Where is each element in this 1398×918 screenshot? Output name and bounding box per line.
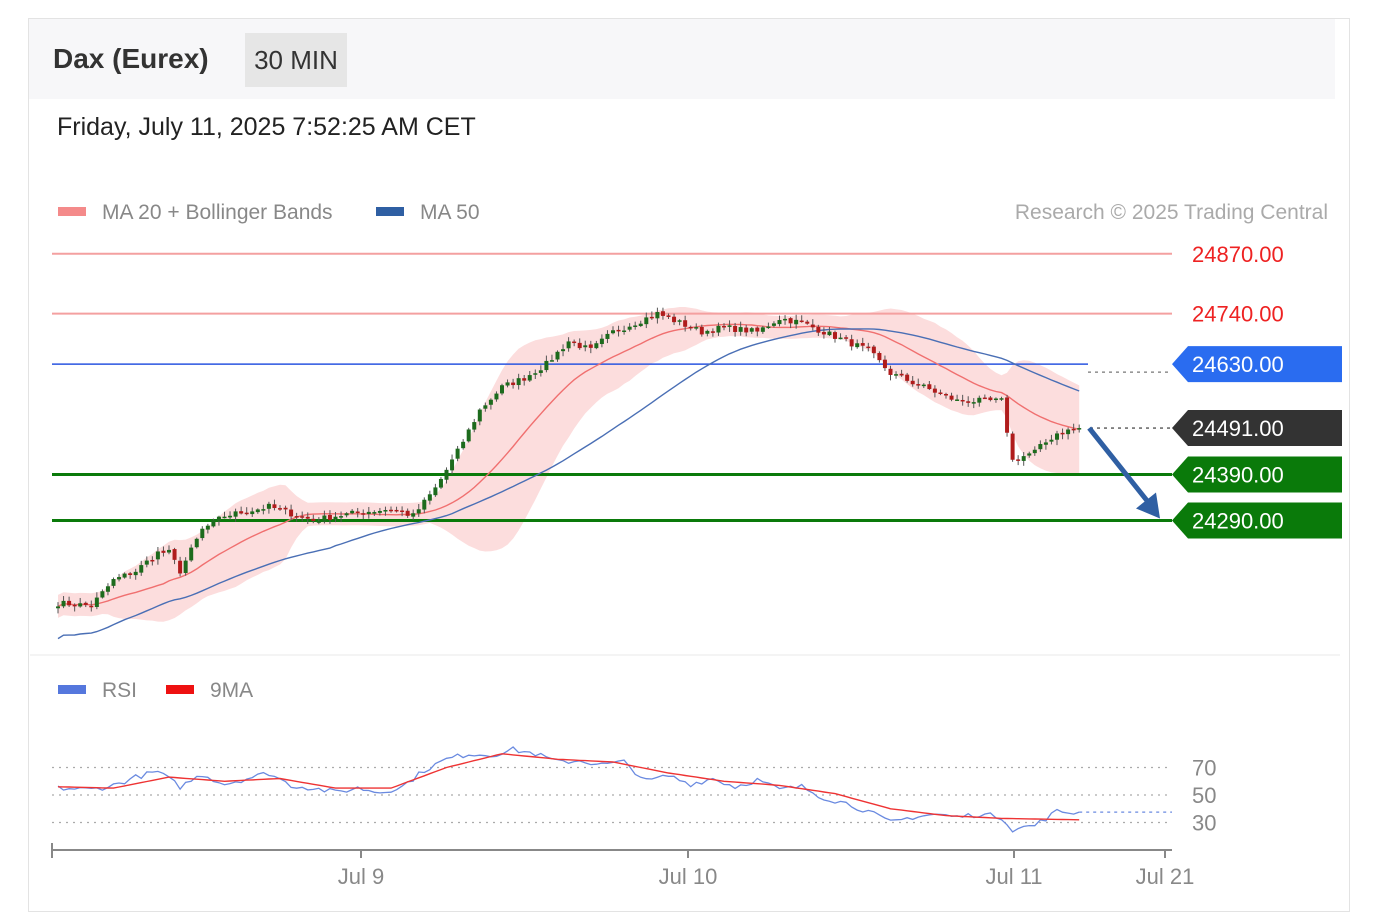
timeframe-badge[interactable]: 30 MIN <box>245 33 347 87</box>
instrument-title: Dax (Eurex) <box>53 43 209 74</box>
chart-header: Dax (Eurex) 30 MIN <box>29 19 1335 99</box>
chart-datetime: Friday, July 11, 2025 7:52:25 AM CET <box>57 113 476 141</box>
chart-card: Dax (Eurex) 30 MIN Friday, July 11, 2025… <box>28 18 1350 912</box>
